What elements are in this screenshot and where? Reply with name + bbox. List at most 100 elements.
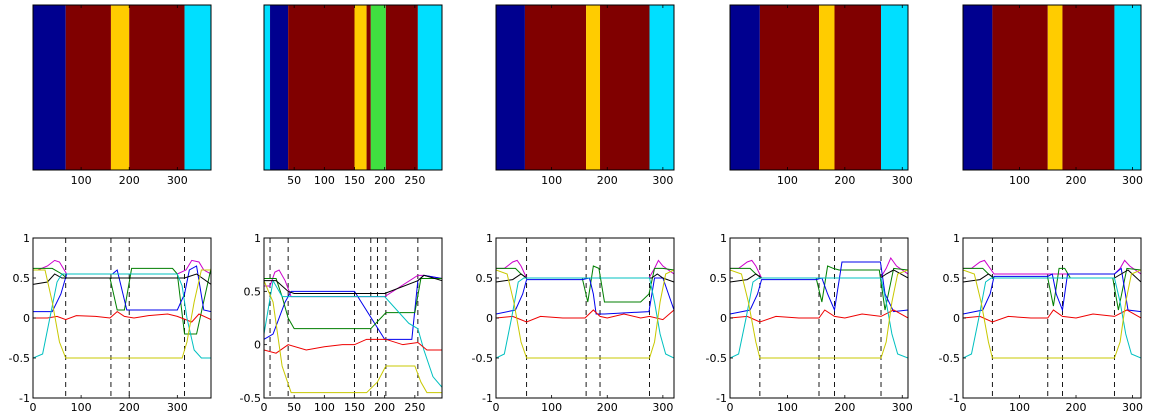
line-panel-5: 0 100 200 300 -1 -0.5 0 0.5 1	[939, 232, 1143, 414]
series-line	[264, 279, 442, 388]
y-tick-label: 1	[720, 232, 727, 245]
y-tick-label: -1	[482, 392, 493, 405]
segment-bar	[110, 5, 130, 170]
x-tick-label: 200	[119, 174, 140, 187]
y-tick-label: 0.5	[943, 272, 961, 285]
segment-panel-4: 100 200 300	[729, 4, 913, 187]
axes-frame	[263, 4, 443, 171]
y-tick-label: 0	[953, 312, 960, 325]
series-line	[496, 277, 674, 315]
x-tick-label: 50	[287, 401, 301, 414]
series-line	[33, 310, 211, 323]
series-line	[264, 280, 442, 394]
x-tick-label: 100	[71, 401, 92, 414]
series-line	[496, 309, 674, 323]
series-line	[33, 273, 211, 285]
x-tick-label: 200	[597, 174, 618, 187]
segment-bar	[354, 5, 367, 170]
x-tick-label: 0	[727, 401, 734, 414]
x-tick-label: 200	[374, 401, 395, 414]
segment-panel-1: 100 200 300	[32, 4, 212, 187]
segment-bar	[417, 5, 442, 170]
segment-bar	[730, 5, 760, 170]
series-line	[730, 277, 908, 359]
series-line	[963, 269, 1141, 359]
segment-bar	[184, 5, 211, 170]
segment-bar	[1047, 5, 1063, 170]
x-tick-label: 300	[892, 174, 913, 187]
x-tick-label: 300	[1122, 401, 1143, 414]
line-panel-1: 0 100 200 300 -1 -0.5 0 0.5 1	[9, 232, 212, 414]
series-line	[496, 277, 674, 359]
y-tick-label: 0.5	[710, 272, 728, 285]
y-tick-label: -0.5	[472, 352, 493, 365]
x-tick-label: 0	[261, 401, 268, 414]
x-tick-label: 100	[541, 401, 562, 414]
series-line	[496, 265, 674, 303]
x-tick-label: 300	[652, 174, 673, 187]
x-tick-label: 200	[834, 401, 855, 414]
segment-bar	[270, 5, 289, 170]
x-tick-label: 0	[30, 401, 37, 414]
segment-bar	[370, 5, 386, 170]
x-tick-label: 300	[167, 401, 188, 414]
y-tick-label: 0	[254, 339, 261, 352]
series-line	[264, 338, 442, 354]
segment-bar	[759, 5, 819, 170]
x-tick-label: 250	[404, 401, 425, 414]
y-tick-label: -1	[949, 392, 960, 405]
y-tick-label: 0	[486, 312, 493, 325]
segment-bar	[288, 5, 355, 170]
segment-bar	[264, 5, 271, 170]
series-line	[730, 261, 908, 315]
segment-bar	[385, 5, 418, 170]
axes-frame	[729, 4, 909, 171]
segment-bar	[1062, 5, 1115, 170]
segment-bar	[834, 5, 882, 170]
x-tick-label: 150	[344, 401, 365, 414]
x-tick-label: 200	[834, 174, 855, 187]
series-line	[963, 259, 1141, 275]
segment-bar	[649, 5, 674, 170]
segment-bar	[881, 5, 908, 170]
x-tick-label: 100	[777, 401, 798, 414]
segment-bar	[586, 5, 601, 170]
x-tick-label: 150	[344, 174, 365, 187]
x-tick-label: 100	[777, 174, 798, 187]
y-tick-label: 0.5	[13, 272, 31, 285]
x-tick-label: 100	[1009, 401, 1030, 414]
line-panel-3: 0 100 200 300 -1 -0.5 0 0.5 1	[472, 232, 675, 414]
series-line	[33, 265, 211, 313]
segment-bar	[600, 5, 650, 170]
series-line	[963, 267, 1141, 315]
y-tick-label: 1	[254, 232, 261, 245]
y-tick-label: 0	[720, 312, 727, 325]
x-tick-label: 200	[1066, 174, 1087, 187]
segment-bar	[819, 5, 835, 170]
x-tick-label: 300	[652, 401, 673, 414]
x-tick-label: 200	[1066, 401, 1087, 414]
y-tick-label: 1	[23, 232, 30, 245]
segment-bar	[963, 5, 993, 170]
series-line	[33, 273, 211, 359]
y-tick-label: -0.5	[706, 352, 727, 365]
x-tick-label: 300	[167, 174, 188, 187]
axes-frame	[32, 4, 212, 171]
x-tick-label: 100	[541, 174, 562, 187]
line-panel-2: 0 50 100 150 200 250-0.500.51	[240, 232, 443, 414]
axes-frame	[962, 4, 1142, 171]
series-line	[730, 269, 908, 359]
segment-panel-5: 100 200 300	[962, 4, 1143, 187]
x-tick-label: 0	[960, 401, 967, 414]
x-tick-label: 100	[314, 401, 335, 414]
y-tick-label: 1	[953, 232, 960, 245]
y-tick-label: -1	[716, 392, 727, 405]
segment-bar	[992, 5, 1048, 170]
segment-bar	[129, 5, 185, 170]
x-tick-label: 100	[71, 174, 92, 187]
y-tick-label: 0.5	[476, 272, 494, 285]
segment-bar	[33, 5, 66, 170]
y-tick-label: 1	[486, 232, 493, 245]
y-tick-label: 0	[23, 312, 30, 325]
x-tick-label: 250	[404, 174, 425, 187]
